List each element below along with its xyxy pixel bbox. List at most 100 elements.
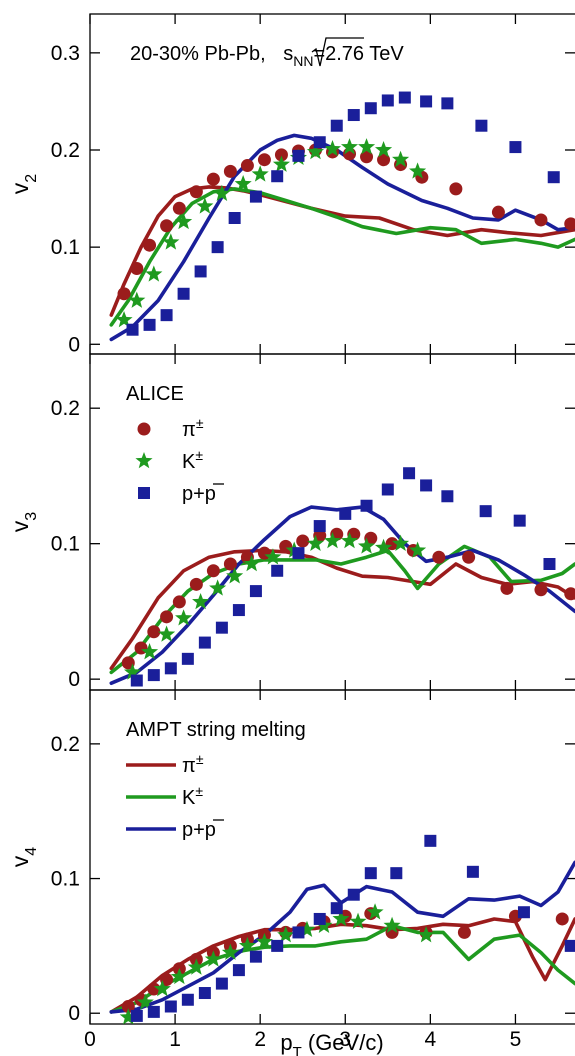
point-proton	[181, 993, 194, 1006]
y-tick-label: 0.2	[51, 139, 80, 162]
point-proton	[398, 91, 411, 104]
point-proton	[292, 149, 305, 162]
curve-proton	[109, 133, 575, 342]
point-kaon	[298, 920, 316, 938]
curve-kaon	[109, 923, 575, 1014]
point-pion	[449, 182, 463, 196]
panel-v3: 0 0.1 0.2 v3 ALICE π± K± p+p	[7, 353, 575, 691]
point-kaon	[226, 567, 244, 584]
point-pion	[564, 587, 575, 601]
point-proton	[147, 669, 160, 682]
sqrt-icon	[311, 37, 364, 67]
point-kaon	[175, 212, 193, 230]
point-proton	[420, 479, 433, 492]
point-proton	[513, 514, 526, 527]
point-proton	[330, 902, 343, 915]
point-kaon	[209, 579, 227, 596]
y-tick-label: 0.1	[51, 868, 80, 891]
point-proton	[364, 867, 377, 880]
point-proton	[160, 309, 173, 322]
point-pion	[121, 999, 135, 1013]
legend-marker-pion	[137, 422, 151, 436]
point-proton	[441, 97, 454, 110]
point-proton	[181, 652, 194, 665]
point-kaon	[204, 950, 222, 967]
point-kaon	[213, 184, 231, 201]
point-kaon	[196, 197, 214, 214]
point-kaon	[170, 967, 188, 985]
point-pion	[377, 153, 391, 167]
y-axis-label: v2	[7, 174, 40, 195]
point-pion	[147, 625, 161, 639]
point-kaon	[221, 943, 239, 960]
point-pion	[564, 217, 575, 231]
point-proton	[147, 1005, 160, 1018]
point-proton	[381, 483, 394, 496]
point-proton	[249, 950, 262, 963]
point-pion	[274, 148, 288, 162]
point-pion	[223, 164, 237, 178]
legend-title: AMPT string melting	[126, 719, 306, 741]
point-proton	[347, 109, 360, 122]
y-tick-label: 0.2	[51, 733, 80, 756]
point-proton	[271, 939, 284, 952]
point-proton	[390, 867, 403, 880]
point-proton	[364, 102, 377, 115]
y-tick-label: 0.2	[51, 397, 80, 420]
y-tick-label: 0.1	[51, 236, 80, 259]
panel-frame	[89, 13, 575, 355]
point-proton	[194, 265, 207, 278]
point-proton	[249, 190, 262, 203]
legend-label-kaon: K±	[182, 783, 203, 809]
legend-marker-proton	[138, 487, 150, 499]
point-kaon	[323, 531, 342, 549]
point-proton	[292, 547, 305, 560]
point-kaon	[349, 912, 367, 929]
point-pion	[206, 564, 220, 578]
point-proton	[475, 119, 488, 132]
point-kaon	[374, 141, 393, 158]
point-pion	[257, 153, 271, 167]
point-pion	[160, 610, 174, 624]
point-proton	[228, 212, 241, 224]
point-pion	[147, 982, 161, 996]
point-pion	[296, 534, 310, 548]
point-pion	[457, 925, 471, 939]
point-proton	[424, 834, 437, 847]
point-pion	[189, 185, 203, 199]
legend-label-proton: p+p	[182, 819, 216, 841]
x-tick-label: 4	[425, 1028, 437, 1051]
point-pion	[206, 172, 220, 186]
point-pion	[143, 238, 157, 252]
point-kaon	[162, 233, 180, 250]
point-kaon	[187, 958, 205, 975]
data-area	[109, 467, 575, 687]
point-pion	[160, 219, 174, 233]
data-area	[109, 834, 575, 1024]
point-proton	[441, 490, 454, 503]
point-proton	[403, 467, 416, 480]
legend-label-proton: p+p	[182, 483, 216, 505]
y-axis-label: v3	[7, 512, 40, 533]
point-pion	[117, 287, 131, 301]
point-proton	[564, 939, 575, 952]
point-kaon	[392, 534, 410, 551]
x-tick-label: 3	[339, 1028, 351, 1051]
x-tick-label: 0	[84, 1028, 96, 1051]
point-proton	[232, 964, 245, 977]
point-kaon	[153, 979, 171, 997]
x-axis-label: pT (GeV/c)	[280, 1030, 383, 1056]
point-proton	[215, 621, 228, 634]
point-proton	[517, 906, 530, 919]
y-tick-label: 0	[68, 668, 80, 691]
point-pion	[240, 159, 254, 173]
point-proton	[271, 564, 284, 577]
panel-v2: 0 0.1 0.2 0.3 v2 20-30% Pb-Pb, sNN=2.76 TeV	[7, 13, 575, 356]
point-pion	[500, 581, 514, 595]
legend-label-pion: π±	[182, 751, 204, 777]
point-proton	[330, 119, 343, 132]
point-proton	[509, 141, 522, 154]
point-proton	[143, 318, 156, 331]
point-kaon	[306, 142, 325, 160]
point-pion	[189, 577, 203, 591]
